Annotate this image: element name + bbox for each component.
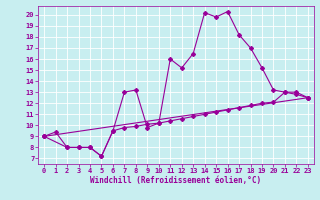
X-axis label: Windchill (Refroidissement éolien,°C): Windchill (Refroidissement éolien,°C): [91, 176, 261, 185]
